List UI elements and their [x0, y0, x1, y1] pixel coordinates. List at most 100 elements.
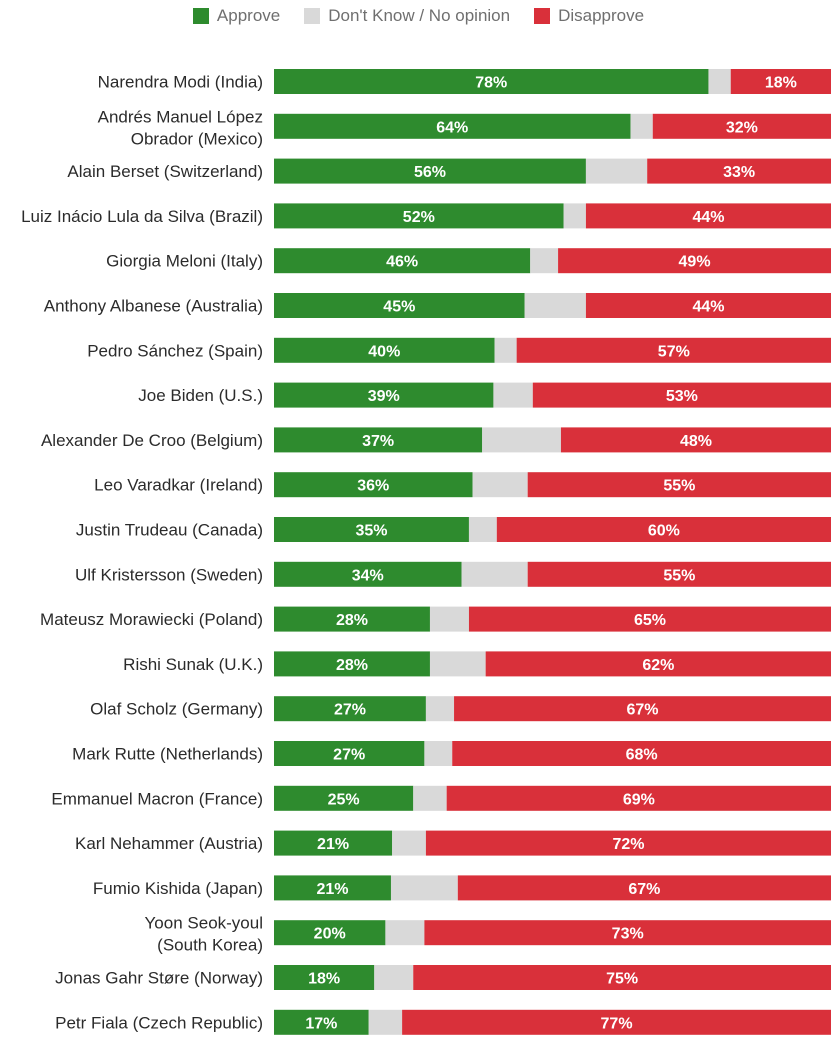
data-label-approve: 39% [368, 388, 400, 405]
bar-segment-approve [274, 248, 531, 274]
bar-segment-dont-know [494, 337, 517, 363]
data-label-disapprove: 18% [765, 75, 797, 92]
bar-row: Olaf Scholz (Germany) 27% 67% [90, 696, 831, 722]
row-label: Jonas Gahr Støre (Norway) [55, 969, 263, 988]
bar-segment-dont-know [374, 965, 414, 990]
data-label-approve: 17% [305, 1015, 337, 1032]
row-label: Giorgia Meloni (Italy) [106, 252, 263, 271]
data-label-disapprove: 57% [658, 343, 690, 360]
row-label: Joe Biden (U.S.) [138, 386, 263, 405]
bar-segment-approve [274, 965, 375, 990]
data-label-disapprove: 49% [679, 254, 711, 271]
bar-segment-disapprove [454, 696, 831, 722]
data-label-disapprove: 68% [626, 747, 658, 764]
bar-segment-dont-know [390, 875, 458, 901]
data-label-disapprove: 48% [680, 433, 712, 450]
bar-segment-disapprove [652, 113, 831, 139]
data-label-disapprove: 62% [642, 657, 674, 674]
bar-segment-approve [274, 606, 430, 632]
bar-segment-disapprove [402, 1009, 831, 1035]
legend-swatch-disapprove [534, 8, 551, 24]
data-label-disapprove: 44% [692, 209, 724, 226]
data-label-disapprove: 67% [628, 881, 660, 898]
bar-segment-approve [274, 561, 462, 587]
row-label: Emmanuel Macron (France) [51, 789, 263, 808]
bar-segment-approve [274, 472, 473, 498]
data-label-approve: 36% [357, 478, 389, 495]
row-label: Leo Varadkar (Ireland) [94, 476, 263, 495]
bar-segment-dont-know [429, 606, 469, 632]
data-label-disapprove: 44% [692, 299, 724, 316]
data-label-approve: 35% [355, 523, 387, 540]
data-label-approve: 21% [316, 881, 348, 898]
bar-segment-dont-know [708, 69, 731, 94]
bar-segment-disapprove [496, 517, 831, 542]
data-label-approve: 27% [333, 747, 365, 764]
bar-segment-approve [274, 69, 709, 94]
bar-row: Alain Berset (Switzerland) 56% 33% [67, 158, 831, 184]
bar-segment-approve [274, 382, 494, 408]
bar-row: Joe Biden (U.S.) 39% 53% [138, 382, 831, 408]
bar-segment-disapprove [730, 69, 831, 94]
bar-segment-disapprove [527, 472, 831, 498]
bar-segment-disapprove [647, 158, 831, 184]
bar-segment-disapprove [452, 741, 831, 766]
data-label-disapprove: 53% [666, 388, 698, 405]
bar-row: Andrés Manuel López Obrador (Mexico) 64% 32… [98, 107, 831, 148]
legend-swatch-approve [192, 8, 209, 24]
row-label: Fumio Kishida (Japan) [93, 879, 263, 898]
bar-row: Petr Fiala (Czech Republic) 17% 77% [55, 1009, 831, 1035]
data-label-approve: 34% [352, 567, 384, 584]
bar-segment-approve [274, 158, 586, 184]
bar-segment-disapprove [532, 382, 831, 408]
data-label-disapprove: 65% [634, 612, 666, 629]
row-label: Pedro Sánchez (Spain) [87, 341, 263, 360]
legend-item-disapprove: Disapprove [534, 6, 644, 26]
data-label-disapprove: 69% [623, 791, 655, 808]
data-label-approve: 78% [475, 75, 507, 92]
data-label-approve: 45% [383, 299, 415, 316]
row-label: Mark Rutte (Netherlands) [72, 745, 263, 764]
data-label-disapprove: 75% [606, 971, 638, 988]
bar-segment-disapprove [413, 965, 831, 990]
data-label-approve: 52% [403, 209, 435, 226]
bar-segment-dont-know [413, 785, 447, 811]
row-label: Petr Fiala (Czech Republic) [55, 1013, 263, 1032]
bar-segment-disapprove [457, 875, 831, 901]
bar-segment-dont-know [425, 696, 455, 722]
data-label-approve: 64% [436, 119, 468, 136]
row-label: Rishi Sunak (U.K.) [123, 655, 263, 674]
data-label-approve: 21% [317, 836, 349, 853]
bar-segment-dont-know [472, 472, 528, 498]
data-label-disapprove: 60% [648, 523, 680, 540]
bar-segment-dont-know [468, 517, 497, 542]
bar-segment-dont-know [385, 920, 425, 946]
bar-segment-approve [274, 1009, 369, 1035]
bar-segment-dont-know [530, 248, 559, 274]
data-label-approve: 27% [334, 702, 366, 719]
data-label-approve: 18% [308, 971, 340, 988]
data-label-disapprove: 72% [612, 836, 644, 853]
data-label-disapprove: 55% [663, 478, 695, 495]
bar-row: Luiz Inácio Lula da Silva (Brazil) 52% 44% [21, 203, 831, 229]
bar-segment-approve [274, 517, 469, 542]
data-label-disapprove: 67% [627, 702, 659, 719]
data-label-approve: 56% [414, 164, 446, 181]
bar-row: Fumio Kishida (Japan) 21% 67% [93, 875, 831, 901]
bar-segment-approve [274, 113, 631, 139]
bar-segment-approve [274, 785, 414, 811]
bar-segment-disapprove [585, 203, 831, 229]
bar-segment-approve [274, 920, 386, 946]
legend-label-disapprove: Disapprove [558, 6, 645, 25]
row-label: Yoon Seok-youl [145, 914, 263, 933]
bar-segment-approve [274, 203, 564, 229]
data-label-disapprove: 77% [601, 1015, 633, 1032]
bar-segment-disapprove [560, 427, 831, 453]
bar-segment-dont-know [482, 427, 561, 453]
row-label: Anthony Albanese (Australia) [44, 297, 263, 316]
bar-segment-approve [274, 293, 525, 318]
data-label-approve: 28% [336, 612, 368, 629]
bar-segment-disapprove [446, 785, 831, 811]
row-label: Andrés Manuel López [98, 107, 263, 126]
